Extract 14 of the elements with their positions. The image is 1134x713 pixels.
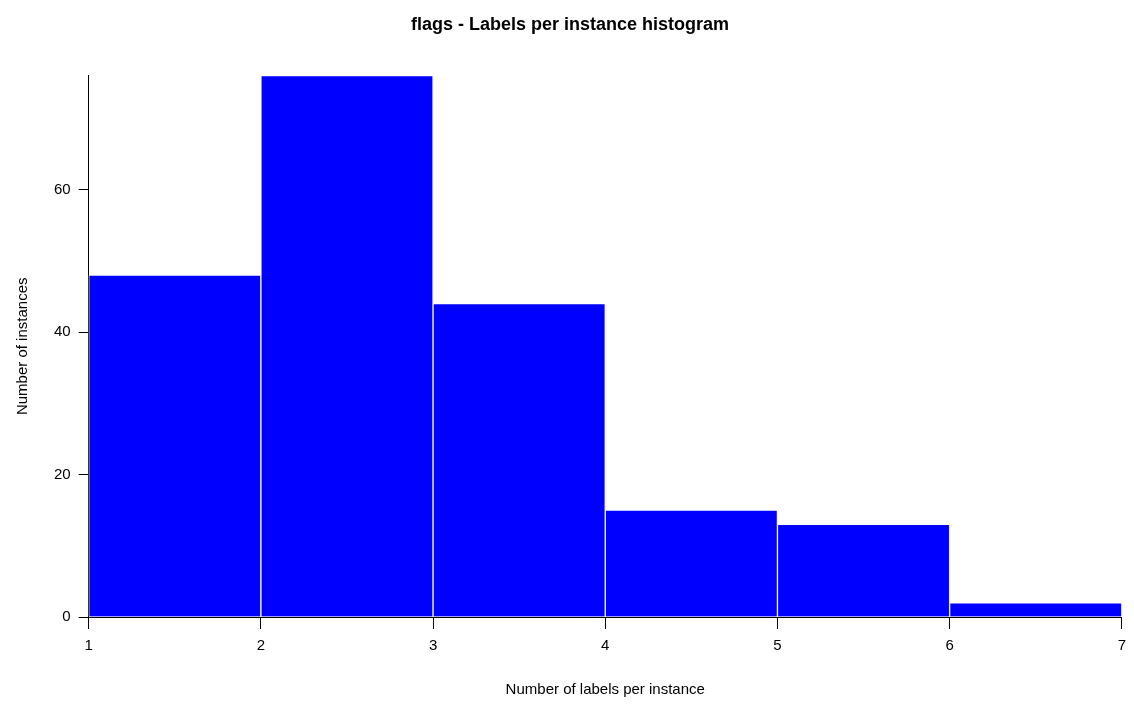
x-tick-label: 5 [773,636,782,654]
x-tick-label: 1 [84,636,93,654]
x-tick-label: 7 [1117,636,1126,654]
y-axis-title: Number of instances [13,277,31,416]
x-tick-label: 3 [428,636,438,654]
y-tick-label: 0 [62,607,71,625]
x-tick-label: 2 [256,636,266,654]
y-tick-label: 40 [54,322,71,340]
x-tick-label: 4 [601,636,610,654]
chart-title: flags - Labels per instance histogram [410,13,730,34]
y-tick-label: 60 [54,179,71,197]
y-tick-label: 20 [54,464,71,482]
x-tick-label: 6 [945,636,954,654]
x-axis-title: Number of labels per instance [505,680,705,698]
